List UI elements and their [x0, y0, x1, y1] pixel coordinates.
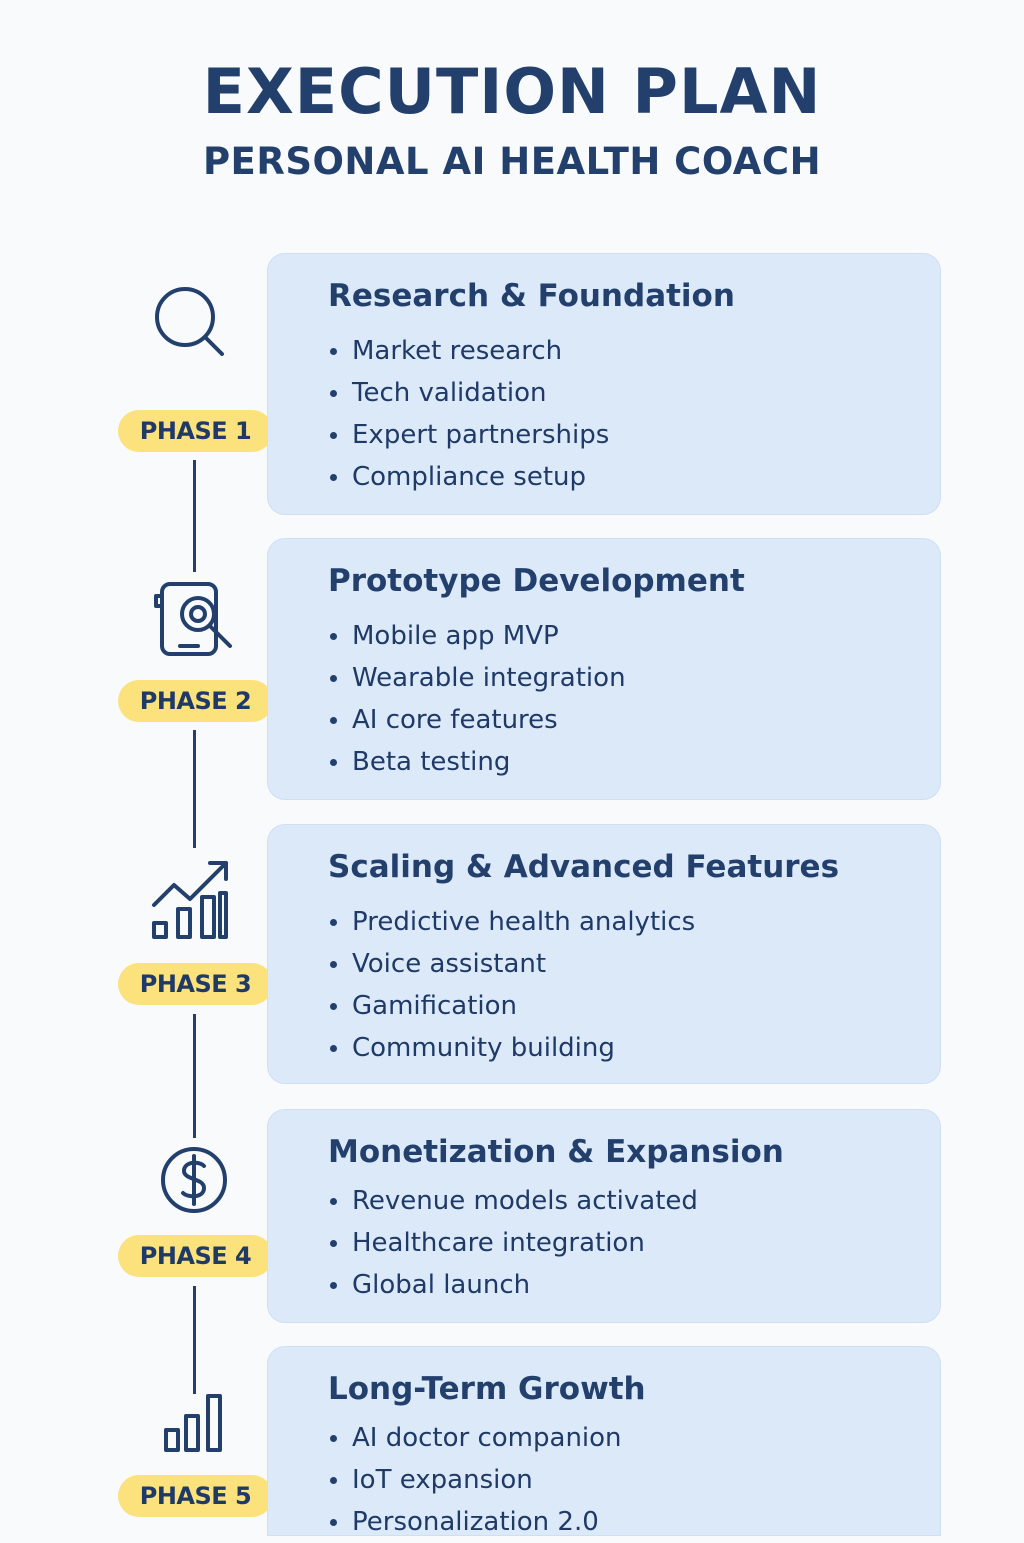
phase-card: Monetization & Expansion Revenue models … [267, 1109, 941, 1323]
list-item: Mobile app MVP [328, 615, 920, 657]
phase-badge: PHASE 5 [118, 1475, 273, 1517]
phase-items: AI doctor companion IoT expansion Person… [328, 1417, 920, 1543]
list-item: Market research [328, 330, 920, 372]
phone-magnifier-icon [148, 572, 238, 662]
phase-title: Long-Term Growth [328, 1371, 646, 1407]
timeline-connector [193, 1286, 196, 1394]
list-item: Wearable integration [328, 657, 920, 699]
phase-items: Mobile app MVP Wearable integration AI c… [328, 615, 920, 783]
timeline-connector [193, 1014, 196, 1138]
phase-items: Predictive health analytics Voice assist… [328, 901, 920, 1069]
list-item: AI doctor companion [328, 1417, 920, 1459]
list-item: Healthcare integration [328, 1222, 920, 1264]
phase-card: Prototype Development Mobile app MVP Wea… [267, 538, 941, 800]
growth-chart-icon [148, 855, 238, 945]
phase-items: Revenue models activated Healthcare inte… [328, 1180, 920, 1306]
phase-badge: PHASE 1 [118, 410, 273, 452]
page-header: EXECUTION PLAN PERSONAL AI HEALTH COACH [0, 52, 1024, 188]
phase-card: Scaling & Advanced Features Predictive h… [267, 824, 941, 1084]
list-item: IoT expansion [328, 1459, 920, 1501]
phase-items: Market research Tech validation Expert p… [328, 330, 920, 498]
bar-chart-icon [148, 1378, 238, 1468]
phase-title: Monetization & Expansion [328, 1134, 784, 1170]
dollar-coin-icon [148, 1136, 238, 1226]
page-subtitle: PERSONAL AI HEALTH COACH [202, 140, 822, 183]
list-item: Gamification [328, 985, 920, 1027]
list-item: Beta testing [328, 741, 920, 783]
list-item: Compliance setup [328, 456, 920, 498]
list-item: Revenue models activated [328, 1180, 920, 1222]
phase-title: Prototype Development [328, 563, 745, 599]
list-item: Global launch [328, 1264, 920, 1306]
list-item: Tech validation [328, 372, 920, 414]
phase-card: Research & Foundation Market research Te… [267, 253, 941, 515]
phase-card: Long-Term Growth AI doctor companion IoT… [267, 1346, 941, 1537]
phase-badge: PHASE 3 [118, 963, 273, 1005]
phase-badge: PHASE 4 [118, 1235, 273, 1277]
list-item: Expert partnerships [328, 414, 920, 456]
page-title: EXECUTION PLAN [202, 55, 822, 128]
timeline-connector [193, 460, 196, 572]
list-item: Community building [328, 1027, 920, 1069]
list-item: Voice assistant [328, 943, 920, 985]
list-item: AI core features [328, 699, 920, 741]
timeline-connector [193, 730, 196, 848]
list-item: Predictive health analytics [328, 901, 920, 943]
phase-title: Research & Foundation [328, 278, 735, 314]
phase-title: Scaling & Advanced Features [328, 849, 840, 885]
magnifier-icon [148, 275, 238, 365]
list-item: Personalization 2.0 [328, 1501, 920, 1543]
phase-badge: PHASE 2 [118, 680, 273, 722]
